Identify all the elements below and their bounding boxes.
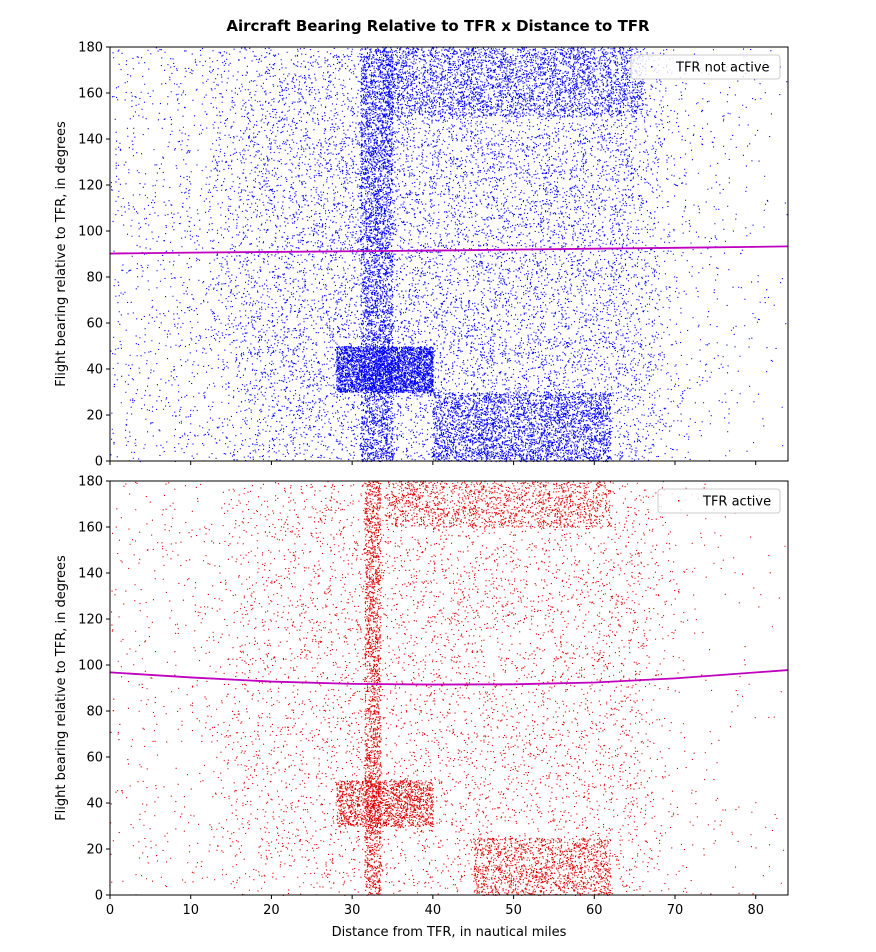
axes-frame bbox=[109, 46, 789, 462]
y-tick-label: 180 bbox=[78, 475, 103, 490]
bottom-y-axis-label: Flight bearing relative to TFR, in degre… bbox=[54, 555, 69, 821]
y-tick-label: 100 bbox=[78, 659, 103, 674]
trend-line bbox=[109, 669, 789, 686]
top-axes: 0 20 40 60 80 100 120 140 160 180 bbox=[78, 41, 789, 470]
axes-frame bbox=[109, 480, 789, 896]
y-tick-label: 180 bbox=[78, 41, 103, 56]
scatter-point-cloud bbox=[110, 481, 786, 896]
x-tick-label: 60 bbox=[586, 903, 603, 918]
bottom-legend: TFR active bbox=[657, 488, 781, 514]
bottom-panel: 0 20 40 60 80 100 120 140 160 180 0 10 20 30 40 50 60 70 8… bbox=[54, 475, 789, 940]
x-tick-label: 0 bbox=[106, 903, 114, 918]
y-tick-label: 40 bbox=[86, 363, 103, 378]
y-tick-label: 80 bbox=[86, 705, 103, 720]
x-tick-label: 10 bbox=[182, 903, 199, 918]
top-panel: 0 20 40 60 80 100 120 140 160 180 Flight bearing … bbox=[54, 41, 789, 470]
y-tick-label: 60 bbox=[86, 751, 103, 766]
y-tick-label: 20 bbox=[86, 843, 103, 858]
x-tick-label: 20 bbox=[263, 903, 280, 918]
top-y-axis-label: Flight bearing relative to TFR, in degre… bbox=[54, 121, 69, 387]
y-tick-label: 80 bbox=[86, 271, 103, 286]
x-tick-label: 30 bbox=[344, 903, 361, 918]
x-tick-label: 80 bbox=[747, 903, 764, 918]
trend-line bbox=[109, 245, 789, 255]
x-tick-label: 70 bbox=[667, 903, 684, 918]
y-tick-label: 20 bbox=[86, 409, 103, 424]
top-legend-label: TFR not active bbox=[675, 61, 770, 76]
y-tick-label: 120 bbox=[78, 179, 103, 194]
y-tick-label: 40 bbox=[86, 797, 103, 812]
x-tick-label: 40 bbox=[425, 903, 442, 918]
bottom-trend-lines bbox=[109, 669, 789, 686]
y-tick-label: 160 bbox=[78, 521, 103, 536]
top-scatter-points bbox=[110, 47, 788, 463]
y-tick-label: 0 bbox=[95, 455, 103, 470]
bottom-x-axis-label: Distance from TFR, in nautical miles bbox=[332, 925, 567, 940]
top-legend-marker bbox=[651, 66, 653, 68]
bottom-axes: 0 20 40 60 80 100 120 140 160 180 0 10 20 30 40 50 60 70 8… bbox=[78, 475, 789, 918]
y-tick-label: 140 bbox=[78, 133, 103, 148]
y-tick-label: 120 bbox=[78, 613, 103, 628]
y-tick-label: 160 bbox=[78, 87, 103, 102]
y-tick-label: 140 bbox=[78, 567, 103, 582]
figure-title: Aircraft Bearing Relative to TFR x Dista… bbox=[226, 17, 650, 35]
bottom-legend-box bbox=[657, 488, 781, 514]
bottom-legend-label: TFR active bbox=[702, 495, 771, 510]
y-tick-label: 60 bbox=[86, 317, 103, 332]
y-tick-label: 100 bbox=[78, 225, 103, 240]
bottom-legend-marker bbox=[678, 500, 680, 502]
top-legend: TFR not active bbox=[630, 54, 781, 80]
bottom-scatter-points bbox=[110, 481, 786, 896]
top-legend-box bbox=[630, 54, 781, 80]
top-trend-lines bbox=[109, 245, 789, 255]
x-tick-label: 50 bbox=[505, 903, 522, 918]
scatter-point-cloud bbox=[110, 47, 788, 463]
y-tick-label: 0 bbox=[95, 889, 103, 904]
